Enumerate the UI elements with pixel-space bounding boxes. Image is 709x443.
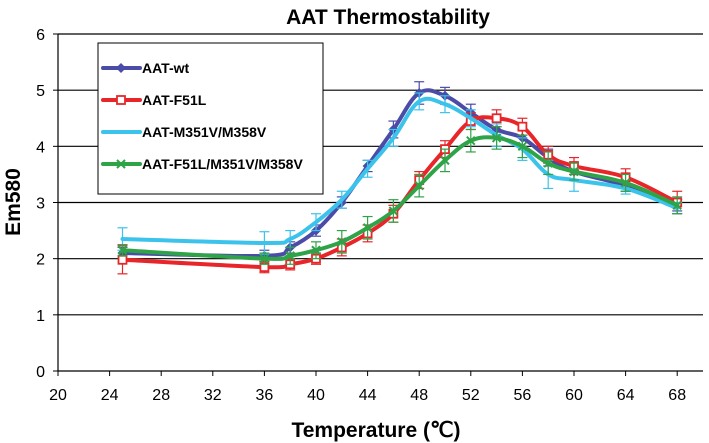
y-tick-label: 2 bbox=[36, 252, 45, 269]
x-tick-labels: 20 24 28 32 36 40 44 48 52 56 60 64 68 bbox=[49, 387, 686, 404]
data-point bbox=[466, 136, 476, 146]
data-point-stroke bbox=[491, 133, 502, 143]
series-layer bbox=[117, 81, 683, 275]
legend-item: AAT-F51L/M351V/M358V bbox=[101, 156, 303, 172]
legend-item: AAT-M351V/M358V bbox=[101, 124, 267, 140]
data-point-stroke bbox=[517, 141, 528, 152]
data-point bbox=[285, 251, 295, 261]
data-point bbox=[337, 237, 347, 247]
data-point-stroke bbox=[117, 245, 128, 255]
data-point-stroke bbox=[362, 223, 373, 233]
data-point bbox=[569, 166, 579, 177]
data-point bbox=[517, 141, 528, 152]
y-tick-label: 4 bbox=[36, 139, 45, 156]
x-tick-label: 68 bbox=[668, 387, 686, 404]
data-point-stroke bbox=[285, 251, 295, 261]
y-tick-label: 6 bbox=[36, 27, 45, 44]
x-tick-label: 52 bbox=[462, 387, 480, 404]
x-tick-label: 56 bbox=[514, 387, 532, 404]
y-tick-label: 1 bbox=[36, 308, 45, 325]
x-tick-label: 20 bbox=[49, 387, 67, 404]
legend-label: AAT-F51L/M351V/M358V bbox=[142, 156, 303, 172]
y-axis-label: Em580 bbox=[2, 168, 25, 236]
x-tick-label: 32 bbox=[204, 387, 222, 404]
y-tick-labels: 0 1 2 3 4 5 6 bbox=[36, 27, 45, 381]
data-point-stroke bbox=[620, 178, 631, 188]
data-point-stroke bbox=[259, 253, 270, 264]
series-line bbox=[120, 96, 680, 245]
data-point bbox=[440, 155, 450, 166]
data-point bbox=[259, 253, 270, 264]
y-tick-label: 5 bbox=[36, 83, 45, 100]
axes bbox=[53, 33, 703, 376]
data-point bbox=[116, 63, 126, 73]
data-point-stroke bbox=[543, 158, 553, 168]
data-point-stroke bbox=[116, 159, 126, 169]
data-point bbox=[491, 113, 502, 124]
x-tick-label: 44 bbox=[359, 387, 377, 404]
chart-title: AAT Thermostability bbox=[286, 6, 490, 29]
data-point bbox=[311, 245, 321, 255]
data-point bbox=[672, 200, 682, 211]
series-line bbox=[120, 135, 680, 261]
data-point-stroke bbox=[311, 245, 321, 255]
data-point bbox=[117, 254, 128, 265]
x-tick-label: 28 bbox=[152, 387, 170, 404]
data-point bbox=[388, 206, 399, 216]
data-point bbox=[620, 178, 631, 188]
legend-item: AAT-F51L bbox=[101, 92, 207, 108]
x-tick-label: 24 bbox=[101, 387, 119, 404]
data-point-stroke bbox=[337, 237, 347, 247]
legend-label: AAT-M351V/M358V bbox=[142, 124, 267, 140]
data-point bbox=[491, 133, 502, 143]
data-point bbox=[117, 245, 128, 255]
legend: AAT-wt AAT-F51L AAT-M351V/M358V AAT-F51L/M3… bbox=[97, 42, 324, 195]
x-tick-label: 48 bbox=[410, 387, 428, 404]
data-point-stroke bbox=[569, 166, 579, 177]
y-tick-label: 0 bbox=[36, 364, 45, 381]
legend-label: AAT-F51L bbox=[142, 92, 207, 108]
data-point bbox=[116, 95, 126, 105]
legend-item: AAT-wt bbox=[101, 60, 190, 76]
x-tick-label: 40 bbox=[307, 387, 325, 404]
x-tick-label: 64 bbox=[617, 387, 635, 404]
data-point-stroke bbox=[466, 136, 476, 146]
data-point bbox=[414, 180, 424, 191]
y-tick-label: 3 bbox=[36, 196, 45, 213]
x-axis-label: Temperature (℃) bbox=[291, 419, 460, 442]
data-point bbox=[116, 159, 126, 169]
data-point-stroke bbox=[388, 206, 399, 216]
data-point-stroke bbox=[440, 155, 450, 166]
x-tick-label: 36 bbox=[256, 387, 274, 404]
data-point-stroke bbox=[672, 200, 682, 211]
data-point-stroke bbox=[414, 180, 424, 191]
data-point bbox=[362, 223, 373, 233]
data-point bbox=[543, 158, 553, 168]
legend-label: AAT-wt bbox=[142, 60, 190, 76]
x-tick-label: 60 bbox=[565, 387, 583, 404]
data-point bbox=[517, 121, 528, 132]
series-aat-f51l-m351v-m358v bbox=[117, 126, 683, 265]
